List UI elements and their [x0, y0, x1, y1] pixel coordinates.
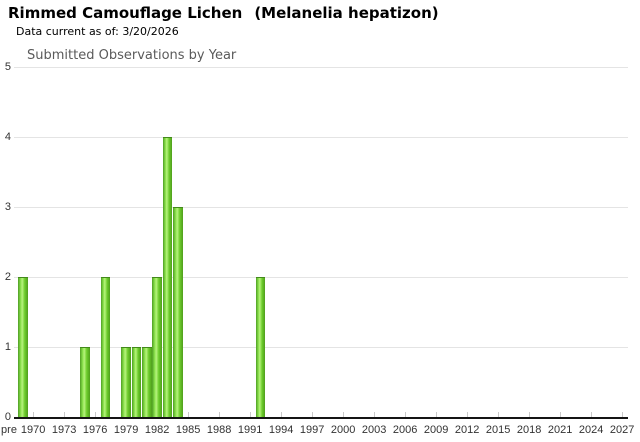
x-axis-tick	[94, 412, 96, 417]
x-axis-tick	[32, 412, 34, 417]
x-axis-tick	[466, 412, 468, 417]
x-axis-tick	[311, 412, 313, 417]
x-axis-tick-label: 1982	[144, 424, 170, 436]
x-axis-tick-label: 2018	[516, 424, 542, 436]
species-scientific-name: (Melanelia hepatizon)	[254, 4, 439, 22]
x-axis-tick-label: 1973	[51, 424, 77, 436]
observation-bar[interactable]	[172, 207, 183, 417]
species-common-name: Rimmed Camouflage Lichen	[8, 4, 243, 22]
y-gridline	[14, 137, 628, 138]
x-axis-tick-label: 2000	[330, 424, 356, 436]
x-axis-tick	[373, 412, 375, 417]
y-axis-tick-label: 1	[4, 341, 11, 353]
observation-bar[interactable]	[100, 277, 111, 417]
x-axis-tick-label: 1991	[237, 424, 263, 436]
x-axis-tick	[528, 412, 530, 417]
y-axis-tick-label: 4	[4, 131, 11, 143]
observation-bar[interactable]	[131, 347, 142, 417]
x-axis-line	[14, 417, 628, 419]
y-gridline	[14, 67, 628, 68]
x-axis-tick-label: 2015	[485, 424, 511, 436]
x-axis-tick-label: 2027	[609, 424, 635, 436]
observation-bar[interactable]	[152, 277, 162, 417]
chart-title: Submitted Observations by Year	[27, 48, 237, 63]
x-axis-tick-label: 2009	[423, 424, 449, 436]
y-gridline	[14, 207, 628, 208]
observation-bar[interactable]	[121, 347, 131, 417]
x-axis-tick	[218, 412, 220, 417]
y-axis-tick-label: 0	[4, 411, 11, 423]
x-axis-tick	[187, 412, 189, 417]
x-axis-tick-label: 1979	[113, 424, 139, 436]
y-axis-tick-label: 2	[4, 271, 11, 283]
y-axis-tick-label: 3	[4, 201, 11, 213]
x-axis-tick	[559, 412, 561, 417]
y-gridline	[14, 347, 628, 348]
observation-bar[interactable]	[255, 277, 266, 417]
x-axis-tick-label: 1997	[299, 424, 325, 436]
observation-bar[interactable]	[141, 347, 152, 417]
x-axis-tick	[280, 412, 282, 417]
x-axis-tick-label: 1970	[20, 424, 46, 436]
x-axis-tick	[63, 412, 65, 417]
x-axis-tick	[590, 412, 592, 417]
data-current-note: Data current as of: 3/20/2026	[16, 25, 179, 38]
x-axis-tick-label: pre	[1, 424, 17, 436]
observation-bar[interactable]	[79, 347, 90, 417]
x-axis-tick-label: 1985	[175, 424, 201, 436]
x-axis-tick	[249, 412, 251, 417]
x-axis-tick-label: 1976	[82, 424, 108, 436]
x-axis-tick	[621, 412, 623, 417]
x-axis-tick-label: 1994	[268, 424, 294, 436]
y-gridline	[14, 277, 628, 278]
observation-bar[interactable]	[162, 137, 173, 417]
x-axis-tick	[342, 412, 344, 417]
x-axis-tick	[497, 412, 499, 417]
x-axis-tick-label: 1988	[206, 424, 232, 436]
observation-bar[interactable]	[17, 277, 28, 417]
x-axis-tick	[404, 412, 406, 417]
page-title: Rimmed Camouflage Lichen (Melanelia hepat…	[8, 4, 439, 22]
x-axis-tick-label: 2021	[547, 424, 573, 436]
y-axis-tick-label: 5	[4, 61, 11, 73]
x-axis-tick	[435, 412, 437, 417]
x-axis-tick-label: 2024	[578, 424, 604, 436]
x-axis-tick-label: 2012	[454, 424, 480, 436]
x-axis-tick-label: 2006	[392, 424, 418, 436]
x-axis-tick-label: 2003	[361, 424, 387, 436]
